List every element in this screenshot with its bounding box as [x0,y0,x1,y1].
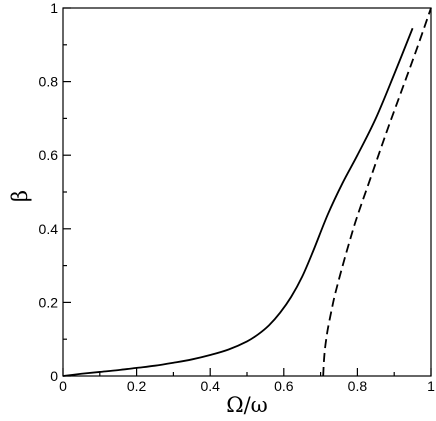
y-tick-label: 0.4 [39,221,59,237]
x-tick-label: 0 [59,378,67,394]
x-tick-label: 0.2 [127,378,147,394]
series-solid-line [62,27,414,377]
series-dashed-line [322,7,432,377]
y-tick-label: 1 [50,0,58,16]
x-axis-label: Ω/ω [226,393,268,417]
x-tick-label: 1 [427,378,435,394]
y-tick-label: 0.8 [39,74,59,90]
y-tick-label: 0.6 [39,147,59,163]
x-tick-label: 0.6 [274,378,294,394]
series-layer [62,7,432,377]
x-tick-label: 0.4 [200,378,220,394]
y-tick-label: 0 [50,368,58,384]
y-axis-label: β [8,190,32,202]
x-tick-label: 0.8 [348,378,368,394]
y-axis-ticks: 0 0.2 0.4 0.6 0.8 1 [39,0,71,384]
x-axis-ticks: 0 0.2 0.4 0.6 0.8 1 [59,368,435,394]
plot-frame [62,7,432,377]
y-tick-label: 0.2 [39,294,59,310]
